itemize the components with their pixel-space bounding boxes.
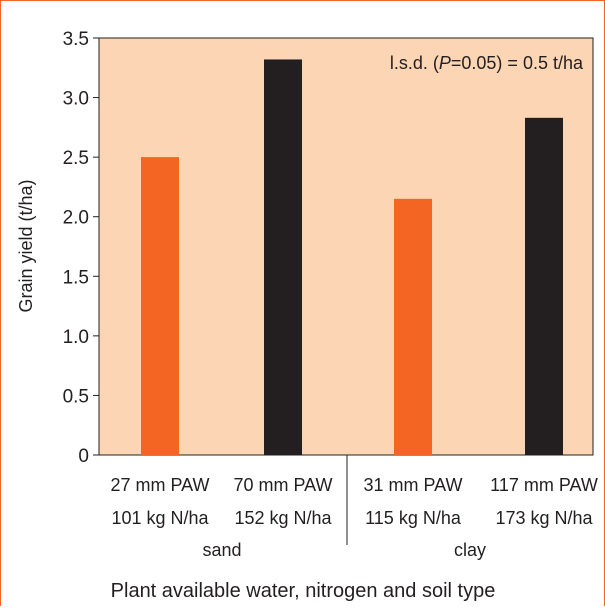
y-tick-label: 0: [78, 446, 89, 467]
x-axis-labels: 27 mm PAW 101 kg N/ha 70 mm PAW 152 kg N/ha…: [110, 475, 597, 528]
lsd-italic-p: P: [439, 53, 451, 73]
y-tick-label: 1.5: [63, 267, 89, 288]
y-axis-label: Grain yield (t/ha): [16, 179, 36, 312]
bar-4: [525, 117, 563, 455]
plot-area: [98, 37, 594, 456]
x-category-label: 27 mm PAW: [110, 475, 209, 495]
y-tick-label: 3.5: [63, 29, 89, 50]
y-axis-ticks: 0 0.5 1.0 1.5 2.0 2.5 3.0 3.5: [63, 29, 99, 467]
x-category-label: 70 mm PAW: [233, 475, 332, 495]
x-category-label: 101 kg N/ha: [111, 508, 209, 528]
x-category-label: 117 mm PAW: [490, 475, 598, 495]
bar-3: [394, 198, 432, 456]
lsd-prefix: l.s.d. (: [390, 53, 439, 73]
x-category-label: 152 kg N/ha: [234, 508, 332, 528]
x-category-label: 31 mm PAW: [363, 475, 462, 495]
x-category-label: 115 kg N/ha: [365, 508, 462, 528]
y-tick-label: 2.5: [63, 148, 89, 169]
x-category-label: 173 kg N/ha: [495, 508, 593, 528]
group-label-sand: sand: [202, 540, 241, 560]
bar-2: [264, 59, 302, 456]
group-label-clay: clay: [454, 540, 486, 560]
bar-1: [141, 157, 179, 455]
lsd-suffix: =0.05) = 0.5 t/ha: [451, 53, 584, 73]
bars-group: [141, 59, 563, 456]
x-axis-label: Plant available water, nitrogen and soil…: [111, 580, 496, 602]
lsd-annotation: l.s.d. (P=0.05) = 0.5 t/ha: [390, 53, 584, 73]
y-tick-label: 0.5: [63, 386, 89, 407]
y-tick-label: 2.0: [63, 208, 89, 229]
y-tick-label: 3.0: [63, 89, 89, 110]
y-tick-label: 1.0: [63, 327, 89, 348]
